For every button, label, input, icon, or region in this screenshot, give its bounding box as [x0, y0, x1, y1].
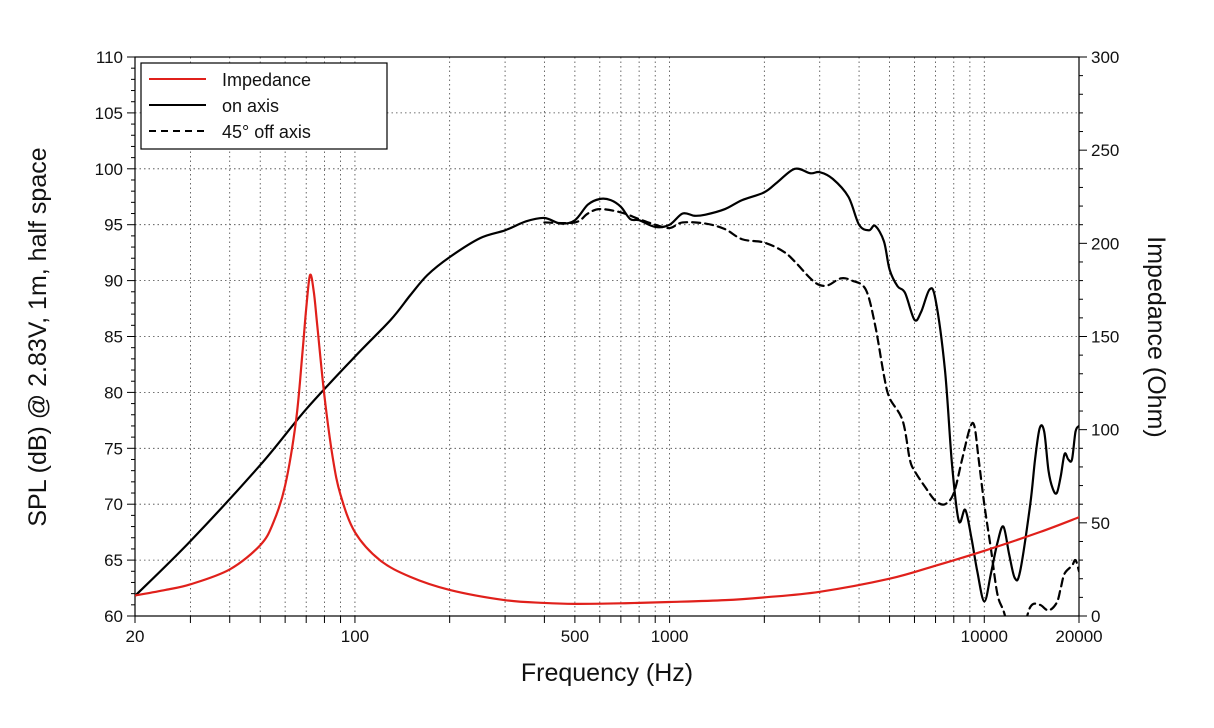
series-line-45-off-axis	[543, 207, 1079, 616]
y-tick-label: 70	[104, 495, 123, 514]
x-tick-label: 500	[561, 627, 589, 646]
x-tick-label: 10000	[961, 627, 1008, 646]
grid-lines	[135, 57, 1079, 616]
y-tick-label: 90	[104, 272, 123, 291]
x-tick-label: 100	[341, 627, 369, 646]
y2-tick-label: 150	[1091, 328, 1119, 347]
y2-tick-label: 300	[1091, 48, 1119, 67]
y2-tick-label: 0	[1091, 607, 1100, 626]
y-tick-label: 110	[96, 48, 123, 67]
x-tick-label: 1000	[651, 627, 689, 646]
series-line-impedance	[135, 273, 1079, 605]
series-lines	[135, 167, 1079, 616]
legend-label-impedance: Impedance	[222, 70, 311, 90]
y2-tick-label: 50	[1091, 514, 1110, 533]
y2-axis-title: Impedance (Ohm)	[1142, 236, 1170, 437]
y-tick-label: 95	[104, 216, 123, 235]
y-tick-label: 65	[104, 551, 123, 570]
legend-label-on-axis: on axis	[222, 96, 279, 116]
series-line-on-axis	[135, 167, 1079, 603]
axis-ticks: 20 100 500 1000 10000 20000606570758085909510…	[95, 48, 1120, 646]
legend-label-off-axis: 45° off axis	[222, 122, 311, 142]
x-tick-label: 20000	[1055, 627, 1102, 646]
y-tick-label: 60	[104, 607, 123, 626]
x-tick-label: 20	[126, 627, 145, 646]
y-tick-label: 85	[104, 328, 123, 347]
y2-tick-label: 200	[1091, 234, 1119, 253]
y-tick-label: 80	[104, 383, 123, 402]
y-tick-label: 100	[95, 160, 123, 179]
x-axis-title: Frequency (Hz)	[521, 659, 693, 687]
legend: Impedance on axis 45° off axis	[140, 62, 388, 150]
y2-tick-label: 250	[1091, 141, 1119, 160]
y-tick-label: 75	[104, 439, 123, 458]
y-tick-label: 105	[95, 104, 123, 123]
y-axis-title: SPL (dB) @ 2.83V, 1m, half space	[24, 147, 52, 526]
y2-tick-label: 100	[1091, 421, 1119, 440]
